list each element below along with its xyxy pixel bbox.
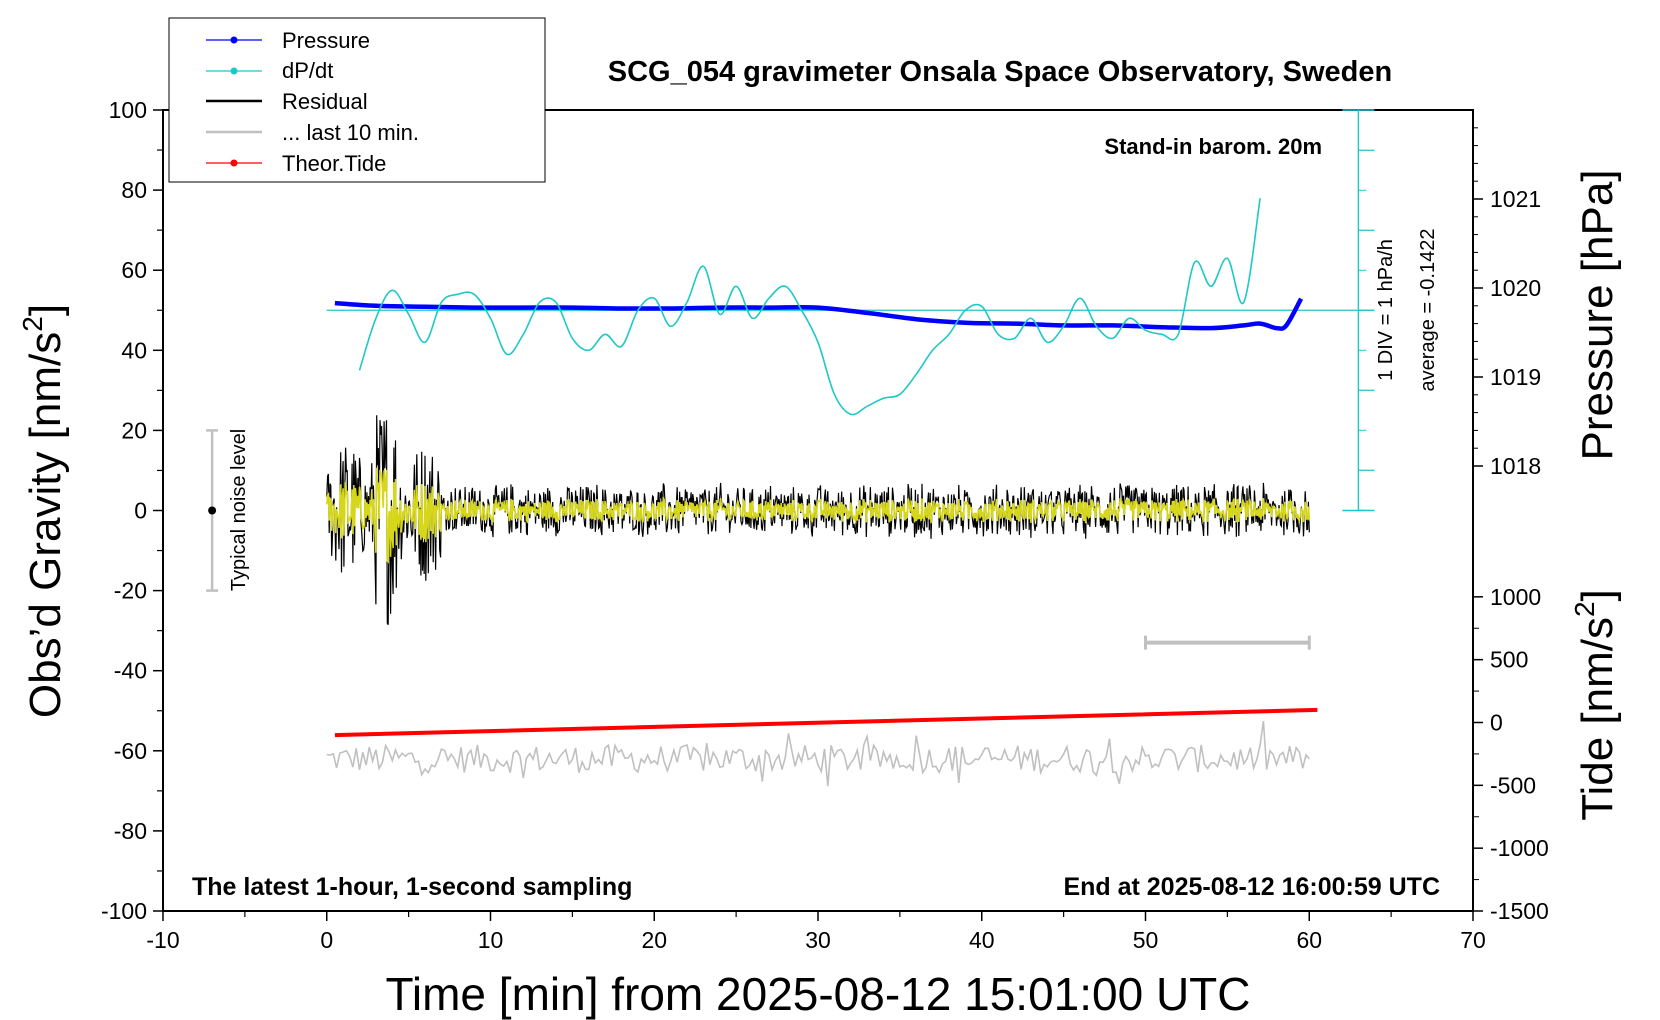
noise-label: Typical noise level bbox=[228, 429, 250, 591]
tide-tick-label: -1000 bbox=[1490, 835, 1549, 861]
legend-label-last10: ... last 10 min. bbox=[282, 120, 419, 145]
barometer-note: Stand-in barom. 20m bbox=[1104, 134, 1322, 159]
pressure-tick-label: 1021 bbox=[1490, 186, 1541, 212]
residual-filtered-line bbox=[326, 467, 1311, 564]
noise-bar-dot bbox=[208, 506, 217, 515]
pressure-line bbox=[334, 297, 1304, 331]
x-tick-label: 0 bbox=[320, 927, 333, 953]
legend-label-tide: Theor.Tide bbox=[282, 151, 386, 176]
legend-label-pressure: Pressure bbox=[282, 28, 370, 53]
x-tick-label: 40 bbox=[969, 927, 995, 953]
y-tick-label: -80 bbox=[114, 818, 147, 844]
tide-tick-label: 500 bbox=[1490, 647, 1528, 673]
sampling-note: The latest 1-hour, 1-second sampling bbox=[192, 873, 632, 901]
y-tick-label: -20 bbox=[114, 578, 147, 604]
series-layer bbox=[206, 198, 1375, 787]
legend-item-residual: Residual bbox=[206, 89, 368, 114]
chart-title: SCG_054 gravimeter Onsala Space Observat… bbox=[608, 56, 1392, 88]
y-tick-label: 20 bbox=[121, 417, 147, 443]
dpdt-line bbox=[358, 198, 1261, 416]
y-axis-title-gravity-sup: 2 bbox=[17, 316, 48, 332]
tide-tick-label: -500 bbox=[1490, 772, 1536, 798]
y-axis-title-tide-text: Tide [nm/s bbox=[1573, 617, 1622, 821]
y-tick-label: 40 bbox=[121, 337, 147, 363]
y-axis-title-tide: Tide [nm/s2] bbox=[1569, 589, 1622, 821]
tide-line bbox=[334, 707, 1318, 738]
legend-marker-pressure bbox=[230, 36, 238, 44]
pressure-tick-label: 1019 bbox=[1490, 364, 1541, 390]
y-tick-label: -60 bbox=[114, 738, 147, 764]
x-axis-title: Time [min] from 2025-08-12 15:01:00 UTC bbox=[386, 968, 1251, 1020]
div-note: 1 DIV = 1 hPa/h bbox=[1375, 239, 1397, 381]
legend-marker-dpdt bbox=[230, 67, 238, 75]
x-tick-label: 70 bbox=[1460, 927, 1486, 953]
pressure-tick-label: 1018 bbox=[1490, 453, 1541, 479]
legend-item-tide: Theor.Tide bbox=[206, 151, 386, 176]
tide-tick-label: -1500 bbox=[1490, 898, 1549, 924]
y-tick-label: 80 bbox=[121, 177, 147, 203]
axis-ticks: -10 0 10 20 30 40 50 60 70-100-80-60-40-20020406… bbox=[101, 97, 1549, 953]
x-tick-label: 30 bbox=[805, 927, 831, 953]
y-tick-label: 100 bbox=[109, 97, 147, 123]
legend-marker-tide bbox=[230, 159, 238, 167]
y-tick-label: -100 bbox=[101, 898, 147, 924]
end-time-note: End at 2025-08-12 16:00:59 UTC bbox=[1063, 873, 1440, 901]
y-axis-title-tide-end: ] bbox=[1573, 589, 1622, 601]
y-axis-title-gravity-end: ] bbox=[21, 304, 70, 316]
y-tick-label: 0 bbox=[134, 498, 147, 524]
legend-item-pressure: Pressure bbox=[206, 28, 370, 53]
legend-item-dpdt: dP/dt bbox=[206, 58, 333, 83]
average-note: average = -0.1422 bbox=[1417, 229, 1439, 392]
y-axis-title-gravity-text: Obs’d Gravity [nm/s bbox=[21, 332, 70, 718]
y-tick-label: -40 bbox=[114, 658, 147, 684]
y-axis-title-pressure: Pressure [hPa] bbox=[1573, 169, 1622, 460]
last10-line bbox=[326, 720, 1310, 787]
x-tick-label: 60 bbox=[1296, 927, 1322, 953]
pressure-tick-label: 1020 bbox=[1490, 275, 1541, 301]
y-axis-title-tide-sup: 2 bbox=[1569, 601, 1600, 617]
tide-tick-label: 1000 bbox=[1490, 584, 1541, 610]
legend-label-dpdt: dP/dt bbox=[282, 58, 333, 83]
x-tick-label: -10 bbox=[146, 927, 179, 953]
tide-tick-label: 0 bbox=[1490, 710, 1503, 736]
residual-line bbox=[326, 415, 1310, 625]
legend: Pressure dP/dt Residual ... last 10 min.… bbox=[168, 17, 546, 183]
y-axis-title-gravity: Obs’d Gravity [nm/s2] bbox=[17, 304, 70, 718]
x-tick-label: 20 bbox=[641, 927, 667, 953]
x-tick-label: 50 bbox=[1133, 927, 1159, 953]
legend-label-residual: Residual bbox=[282, 89, 368, 114]
x-tick-label: 10 bbox=[478, 927, 504, 953]
legend-item-last10: ... last 10 min. bbox=[206, 120, 419, 145]
y-tick-label: 60 bbox=[121, 257, 147, 283]
